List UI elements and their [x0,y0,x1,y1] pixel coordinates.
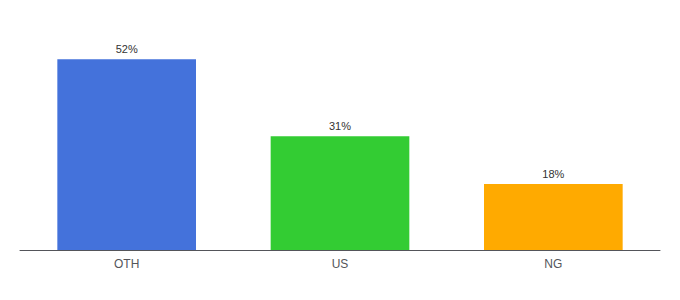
svg-text:OTH: OTH [114,257,139,271]
svg-text:18%: 18% [542,168,564,180]
svg-text:52%: 52% [116,43,138,55]
svg-text:US: US [332,257,349,271]
svg-text:NG: NG [544,257,562,271]
svg-text:31%: 31% [329,120,351,132]
